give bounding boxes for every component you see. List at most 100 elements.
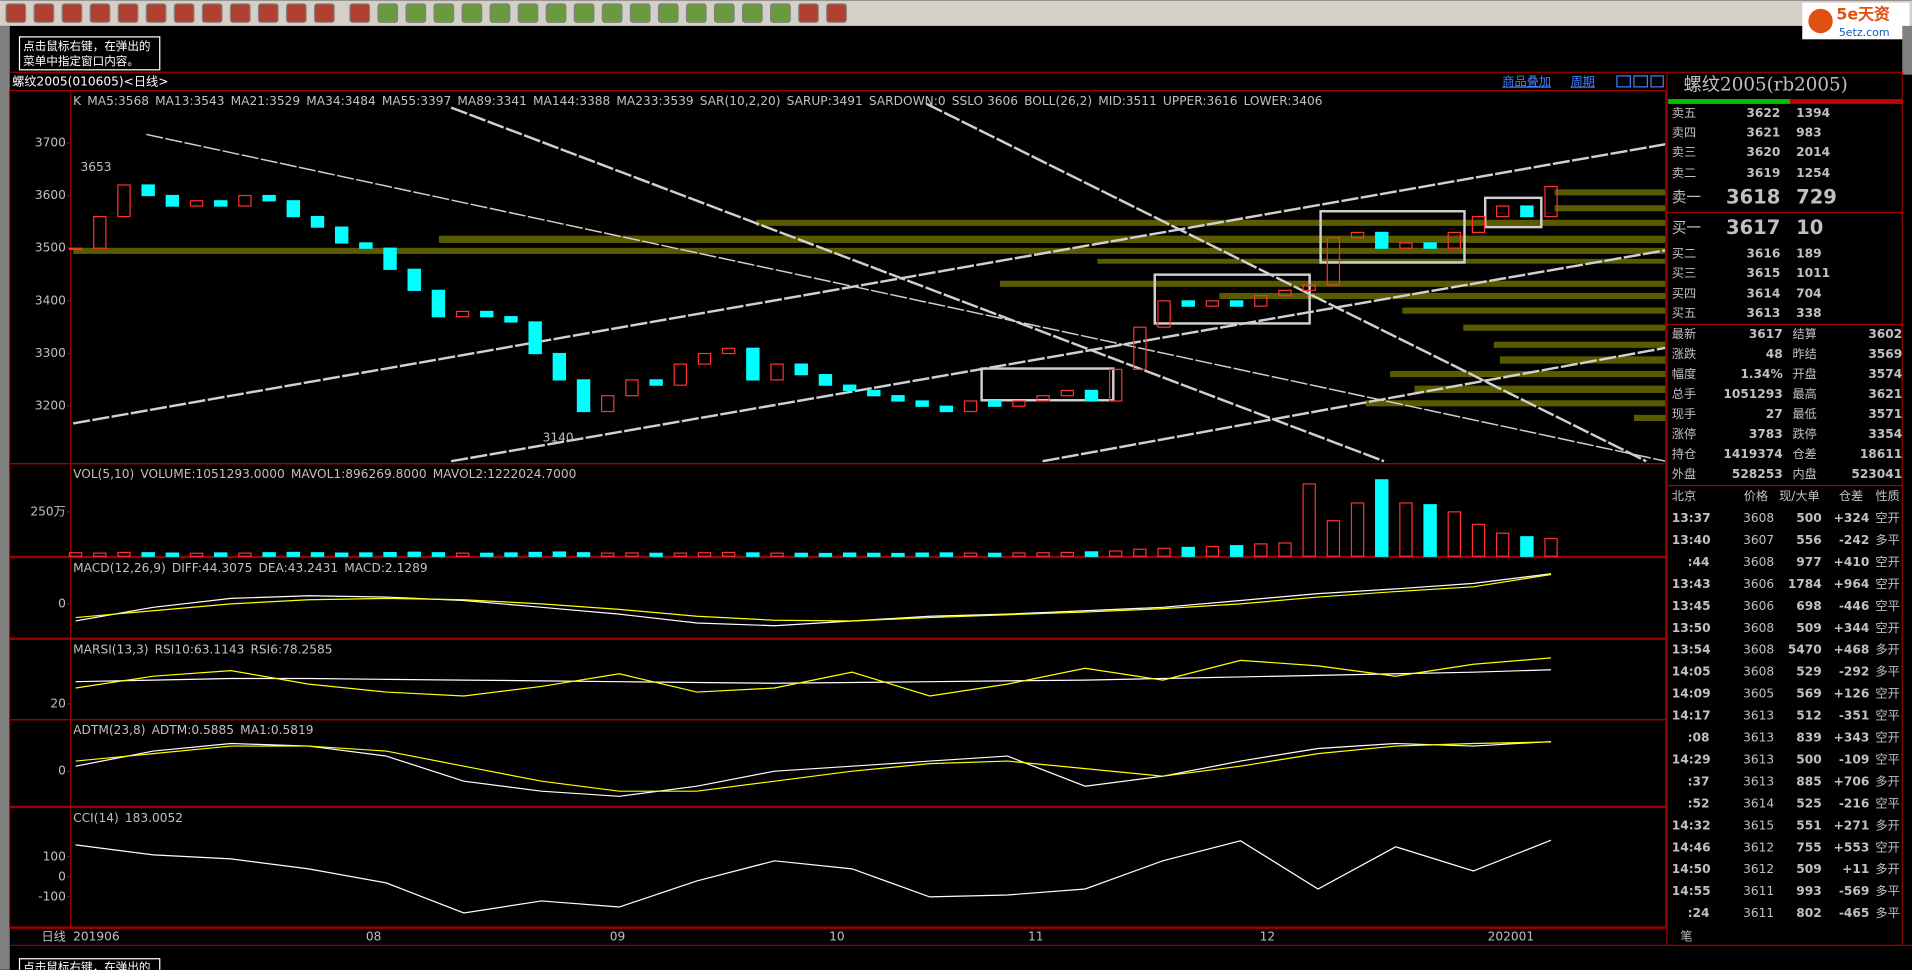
trade-change: -216 [1839, 796, 1870, 810]
volume-bar [334, 552, 349, 557]
candle-body [334, 226, 349, 244]
y-tick-label: 100 [43, 849, 66, 863]
trade-price: 3614 [1743, 796, 1774, 810]
stat-label: 涨跌 [1672, 346, 1696, 361]
tool-button[interactable] [573, 3, 595, 23]
stat-label: 内盘 [1793, 466, 1817, 481]
tool-button[interactable] [61, 3, 83, 23]
trade-change: -569 [1839, 884, 1870, 898]
candle-body [552, 352, 567, 381]
tool-button[interactable] [285, 3, 307, 23]
indicator-line [75, 669, 1552, 684]
candle-body [1447, 231, 1462, 249]
tool-button[interactable] [713, 3, 735, 23]
tool-button[interactable] [433, 3, 455, 23]
trade-change: +706 [1834, 774, 1870, 788]
trade-price: 3612 [1743, 840, 1774, 854]
y-tick-label: 3500 [35, 241, 66, 255]
tool-button[interactable] [657, 3, 679, 23]
tool-button[interactable] [405, 3, 427, 23]
link[interactable]: 周期 [1571, 74, 1595, 88]
tool-button[interactable] [89, 3, 111, 23]
tool-button[interactable] [798, 3, 819, 23]
tool-button[interactable] [826, 3, 847, 23]
window-button[interactable] [1650, 75, 1664, 88]
book-volume: 189 [1796, 246, 1821, 260]
candle-body [165, 194, 180, 207]
side-tab-right[interactable] [1902, 25, 1912, 75]
tool-button[interactable] [377, 3, 399, 23]
tool-button[interactable] [5, 3, 27, 23]
trade-change: +410 [1834, 555, 1870, 569]
trade-volume: 509 [1796, 862, 1821, 876]
volume-bar [1229, 545, 1244, 557]
trade-change: +126 [1834, 687, 1870, 701]
tool-button[interactable] [33, 3, 55, 23]
trade-price: 3613 [1743, 731, 1774, 745]
tool-button[interactable] [770, 3, 791, 23]
drawings [72, 102, 1666, 463]
trade-price: 3613 [1743, 709, 1774, 723]
tool-button[interactable] [545, 3, 567, 23]
trade-type: 空开 [1875, 577, 1899, 591]
toolbar-buttons [5, 3, 847, 23]
volume-bar [455, 552, 470, 557]
tool-button[interactable] [229, 3, 251, 23]
link[interactable]: 商品叠加 [1502, 73, 1551, 88]
tool-button[interactable] [601, 3, 623, 23]
candle-body [431, 289, 446, 318]
stat-label: 结算 [1793, 326, 1817, 341]
legend-item: CCI(14) [73, 811, 119, 825]
tool-button[interactable] [201, 3, 223, 23]
trade-volume: 977 [1796, 555, 1821, 569]
tool-button[interactable] [173, 3, 195, 23]
trade-change: -465 [1839, 906, 1870, 920]
side-tabs[interactable] [0, 25, 10, 970]
bottom-tab[interactable]: 笔 [1680, 928, 1692, 943]
tool-button[interactable] [461, 3, 483, 23]
trade-type: 多开 [1875, 774, 1899, 788]
candle-body [141, 184, 155, 197]
panel-frame [9, 556, 1667, 639]
logo-icon [1808, 8, 1833, 34]
logo-brand: 5e天资 [1836, 4, 1890, 23]
candle-body [649, 379, 663, 386]
tool-button[interactable] [349, 3, 371, 23]
tool-button[interactable] [257, 3, 279, 23]
legend-item: SAR(10,2,20) [700, 94, 781, 108]
window-button[interactable] [1633, 75, 1649, 88]
candle-body [794, 363, 808, 376]
tool-button[interactable] [685, 3, 707, 23]
chart-title: 螺纹2005(010605)<日线> [12, 74, 168, 88]
info-box [18, 36, 161, 71]
book-label: 买二 [1672, 246, 1696, 260]
volume-bar [359, 552, 373, 557]
volume-bar [818, 552, 833, 557]
stat-label: 涨停 [1672, 426, 1696, 441]
candle-body [1302, 284, 1316, 291]
tool-button[interactable] [313, 3, 335, 23]
legend-item: RSI6:78.2585 [250, 643, 332, 657]
tool-button[interactable] [117, 3, 139, 23]
trade-type: 空开 [1875, 555, 1899, 569]
candle-body [1544, 185, 1558, 218]
window-button[interactable] [1616, 75, 1631, 88]
tool-button[interactable] [629, 3, 651, 23]
legend-item: SARDOWN:0 [869, 94, 946, 108]
tool-button[interactable] [517, 3, 539, 23]
trade-header: 仓差 [1839, 489, 1863, 503]
tool-button[interactable] [489, 3, 511, 23]
candle-body [286, 200, 300, 218]
tool-button[interactable] [741, 3, 763, 23]
y-tick-label: 20 [50, 696, 66, 710]
trade-price: 3608 [1743, 665, 1774, 679]
stat-value: 1.34% [1740, 367, 1782, 381]
trade-change: -109 [1839, 752, 1870, 766]
candle-body [988, 400, 1002, 407]
candle-body [455, 310, 470, 318]
tool-button[interactable] [145, 3, 167, 23]
volume-bar [915, 552, 929, 557]
book-label: 卖二 [1672, 166, 1696, 180]
trade-time: :08 [1688, 731, 1710, 745]
